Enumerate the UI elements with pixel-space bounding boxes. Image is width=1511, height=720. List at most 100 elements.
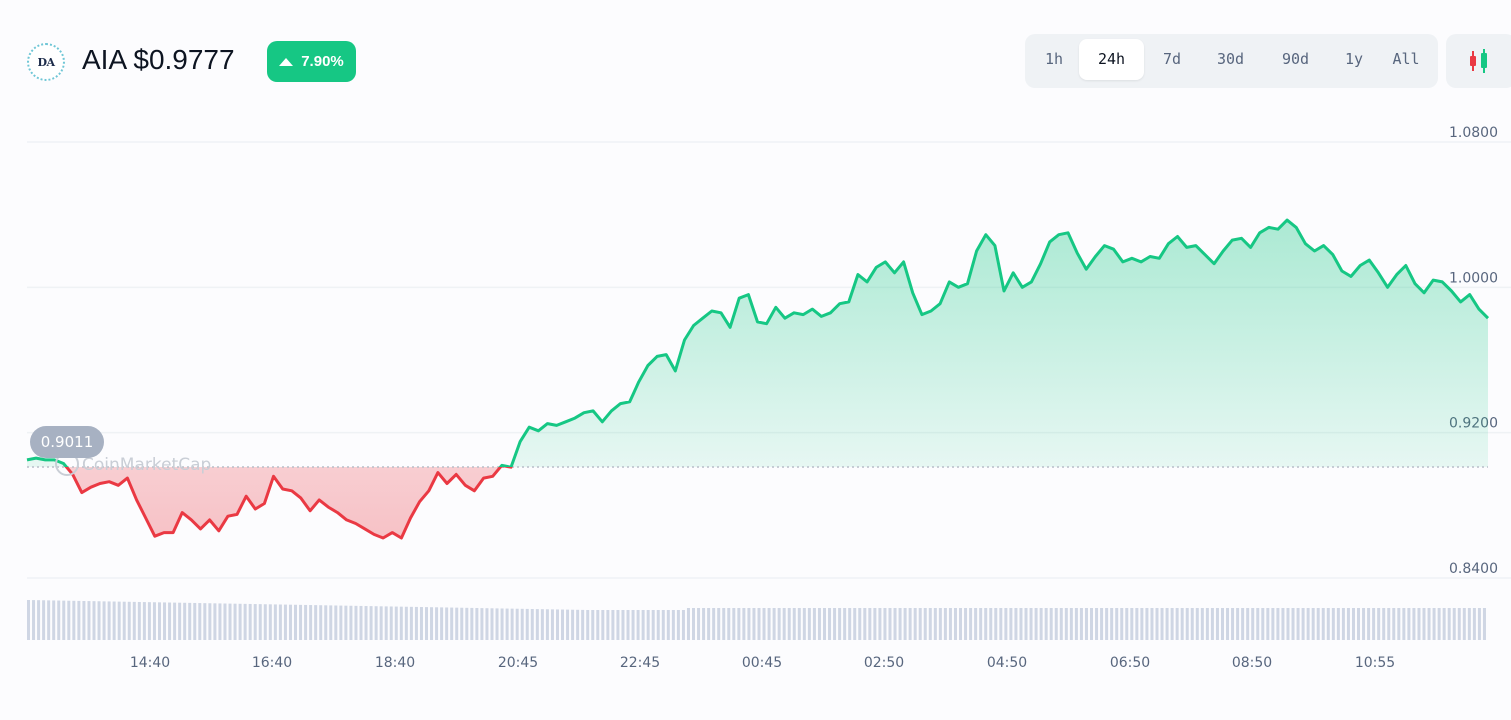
volume-bar (82, 600, 86, 640)
volume-bar (1316, 608, 1320, 640)
x-tick-label-0: 14:40 (130, 655, 170, 671)
volume-bar (994, 608, 998, 640)
volume-bar (334, 605, 338, 640)
price-chart[interactable]: 1.08001.00000.92000.8400CoinMarketCap0.9… (0, 110, 1511, 720)
volume-bar (364, 606, 368, 640)
candlestick-icon (1470, 49, 1487, 73)
volume-bar (1462, 608, 1466, 640)
x-tick-label-9: 08:50 (1232, 655, 1272, 671)
volume-bar (792, 608, 796, 640)
volume-bar (656, 610, 660, 640)
ticker-title: AIA $0.9777 (82, 44, 235, 75)
volume-bar (188, 602, 192, 640)
volume-bar (37, 600, 41, 640)
volume-bar (515, 608, 519, 640)
volume-bar (1437, 608, 1441, 640)
volume-bar (1346, 608, 1350, 640)
volume-bar (309, 605, 313, 640)
volume-bar (611, 610, 615, 640)
candlestick-toggle-button[interactable] (1446, 34, 1511, 88)
range-1h-button[interactable]: 1h (1044, 50, 1064, 68)
volume-bar (797, 608, 801, 640)
range-7d-button[interactable]: 7d (1162, 50, 1182, 68)
volume-bar (178, 602, 182, 640)
volume-bar (918, 608, 922, 640)
range-30d-button[interactable]: 30d (1216, 50, 1245, 68)
range-all-button[interactable]: All (1392, 50, 1420, 68)
volume-bar (369, 606, 373, 640)
volume-bar (1095, 608, 1099, 640)
volume-bar (762, 608, 766, 640)
volume-bar (898, 608, 902, 640)
volume-bar (1125, 608, 1129, 640)
time-range-selector: 1h 24h 7d 30d 90d 1y All (1025, 34, 1438, 88)
volume-bar (430, 607, 434, 640)
volume-bar (1175, 608, 1179, 640)
volume-bar (253, 604, 257, 640)
volume-bar (777, 608, 781, 640)
volume-bar (92, 601, 96, 640)
volume-bar (540, 609, 544, 640)
volume-bar (460, 607, 464, 640)
volume-bar (1266, 608, 1270, 640)
volume-bar (702, 608, 706, 640)
watermark-text: CoinMarketCap (82, 455, 211, 475)
volume-bar (1417, 608, 1421, 640)
volume-bar (273, 604, 277, 640)
volume-bar (959, 608, 963, 640)
volume-bar (868, 608, 872, 640)
logo-text: DA (37, 55, 55, 69)
volume-bar (1074, 608, 1078, 640)
volume-bar (1110, 608, 1114, 640)
volume-bar (1387, 608, 1391, 640)
volume-bar (1100, 608, 1104, 640)
volume-bar (591, 610, 595, 640)
volume-bar (1195, 608, 1199, 640)
x-tick-label-10: 10:55 (1355, 655, 1395, 671)
volume-bar (767, 608, 771, 640)
volume-bar (1351, 608, 1355, 640)
volume-bar (1009, 608, 1013, 640)
volume-bar (47, 600, 51, 640)
volume-bar (1231, 608, 1235, 640)
volume-bar (283, 604, 287, 640)
volume-bar (1427, 608, 1431, 640)
volume-bar (1392, 608, 1396, 640)
volume-bar (168, 602, 172, 640)
volume-bar (1246, 608, 1250, 640)
volume-bar (747, 608, 751, 640)
volume-bar (1029, 608, 1033, 640)
volume-bar (1120, 608, 1124, 640)
volume-bar (631, 610, 635, 640)
volume-bar (757, 608, 761, 640)
volume-bar (737, 608, 741, 640)
volume-bar (1165, 608, 1169, 640)
volume-bar (979, 608, 983, 640)
volume-bar (1034, 608, 1038, 640)
volume-bar (1226, 608, 1230, 640)
volume-bar (1291, 608, 1295, 640)
volume-bar (495, 608, 499, 640)
range-1y-button[interactable]: 1y (1344, 50, 1364, 68)
volume-bar (581, 609, 585, 640)
volume-bar (399, 606, 403, 640)
volume-bar (1372, 608, 1376, 640)
volume-bar (666, 610, 670, 640)
volume-bar (87, 601, 91, 640)
volume-bar (294, 604, 298, 640)
volume-bar (1482, 608, 1486, 640)
volume-bar (77, 600, 81, 640)
range-24h-button[interactable]: 24h (1079, 39, 1144, 80)
range-90d-button[interactable]: 90d (1281, 50, 1310, 68)
volume-bar (1200, 608, 1204, 640)
volume-bar (555, 609, 559, 640)
volume-bar (717, 608, 721, 640)
volume-bar (62, 600, 66, 640)
volume-bar (621, 610, 625, 640)
volume-bar (545, 609, 549, 640)
volume-bar (404, 606, 408, 640)
volume-bar (208, 603, 212, 640)
volume-bar (948, 608, 952, 640)
volume-bar (1236, 608, 1240, 640)
volume-bar (223, 603, 227, 640)
